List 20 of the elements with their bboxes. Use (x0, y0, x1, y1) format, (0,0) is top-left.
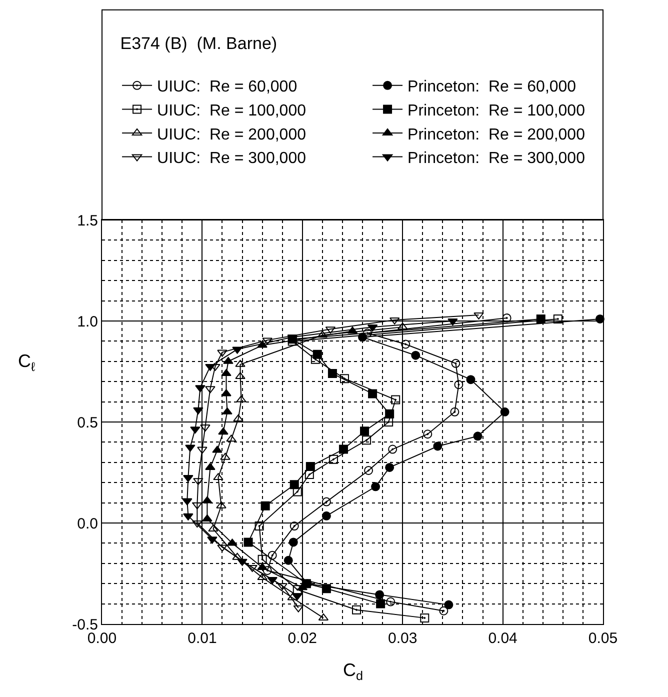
legend-label: UIUC: Re = 300,000 (157, 150, 306, 168)
legend-label: UIUC: Re = 100,000 (157, 102, 306, 120)
x-axis-title: C$_{d}$ (343, 660, 364, 683)
chart-title: E374 (B) (M. Barne) (120, 34, 278, 54)
legend-label: Princeton: Re = 100,000 (408, 102, 586, 120)
x-tick-label: 0.02 (288, 630, 317, 647)
x-tick-label: 0.03 (388, 630, 418, 647)
x-tick-label: 0.01 (188, 630, 217, 647)
legend-label: Princeton: Re = 300,000 (408, 150, 586, 168)
y-axis-title: C$_{ℓ}$ (18, 351, 36, 374)
legend-label: Princeton: Re = 60,000 (408, 78, 576, 96)
y-tick-label: 0.0 (77, 515, 98, 532)
y-tick-label: 0.5 (77, 414, 98, 432)
legend-label: UIUC: Re = 60,000 (157, 78, 298, 96)
legend-label: UIUC: Re = 200,000 (157, 126, 306, 144)
legend-label: Princeton: Re = 200,000 (408, 126, 586, 144)
x-tick-label: 0.04 (488, 630, 518, 647)
y-tick-label: 1.0 (77, 313, 98, 330)
x-tick-label: 0.05 (588, 630, 618, 647)
y-tick-label: 1.5 (77, 212, 98, 230)
